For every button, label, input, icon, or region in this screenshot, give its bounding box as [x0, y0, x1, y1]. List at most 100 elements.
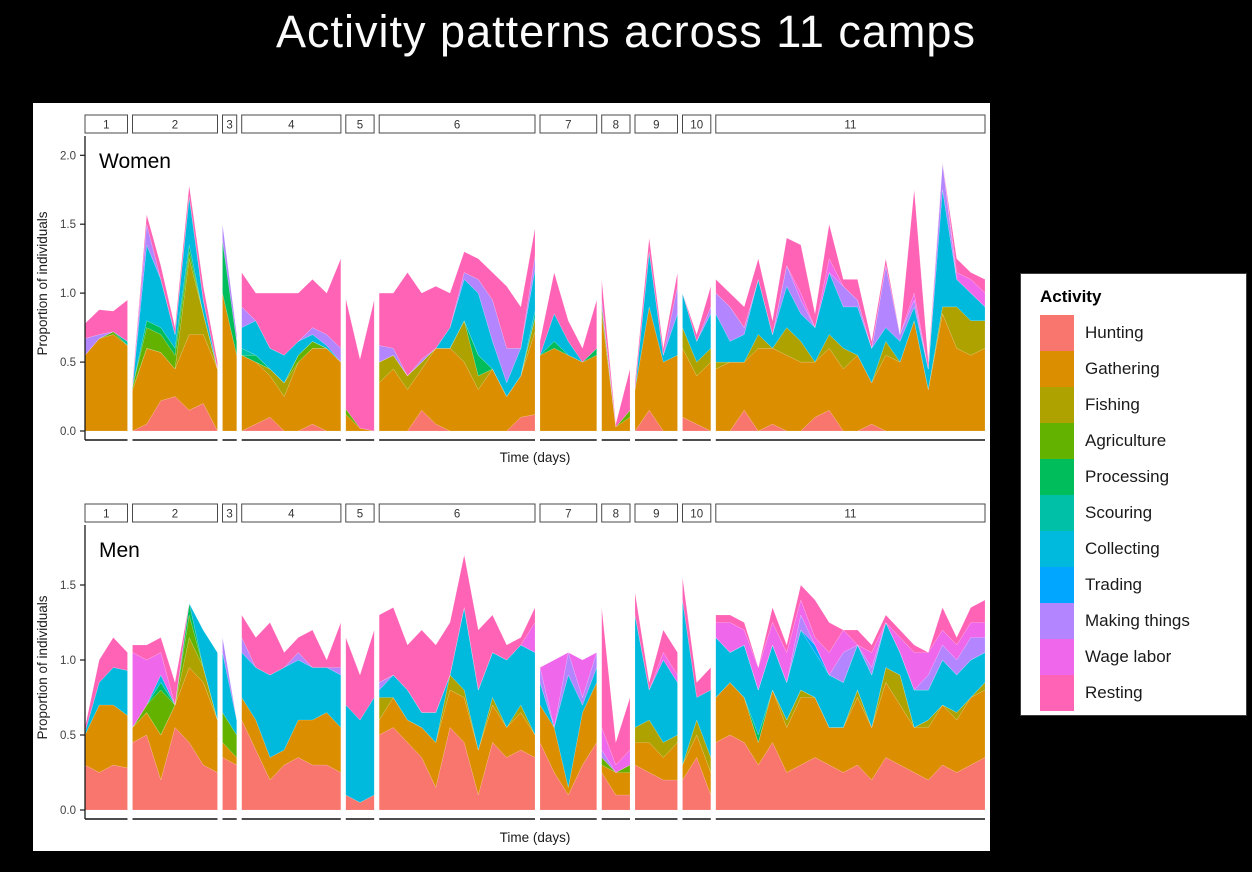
legend-item: Scouring	[1040, 495, 1246, 531]
x-axis-title: Time (days)	[500, 450, 571, 465]
area-layer-resting	[379, 554, 536, 713]
legend-label: Fishing	[1085, 395, 1140, 414]
area-layer-resting	[601, 607, 631, 766]
area-layer-resting	[345, 298, 375, 432]
area-layer-resting	[132, 602, 218, 706]
facet-strip-8	[601, 503, 631, 523]
facet-strip-label: 2	[172, 509, 178, 521]
area-layer-collecting	[379, 269, 536, 397]
facet-strip-5	[345, 503, 375, 523]
y-axis-title: Proportion of individuals	[35, 211, 50, 355]
area-layer-hunting	[539, 741, 597, 811]
area-layer-resting	[715, 584, 986, 669]
facet-strip-1	[84, 114, 128, 134]
women-chart: 1 2 3 4 5 6 7 8 9 10 11 0.0 0.5 1.0 1.5 2.0 Women Time (d…	[35, 114, 986, 465]
facet-strip-9	[634, 114, 678, 134]
legend-swatch-trading	[1040, 567, 1074, 603]
area-layer-resting	[132, 185, 218, 387]
y-tick-label: 2.0	[60, 150, 76, 162]
legend-swatch-hunting	[1040, 315, 1074, 351]
legend-label: Gathering	[1085, 359, 1160, 378]
legend-label: Hunting	[1085, 323, 1144, 342]
legend-item: Hunting	[1040, 315, 1246, 351]
legend-item: Fishing	[1040, 387, 1246, 423]
legend-label: Agriculture	[1085, 431, 1167, 450]
area-layer-gathering	[84, 334, 128, 432]
area-layer-resting	[539, 272, 597, 363]
facet-strip-label: 6	[454, 120, 460, 132]
facet-strip-label: 9	[653, 509, 659, 521]
area-layer-resting	[682, 286, 711, 343]
legend-item: Resting	[1040, 675, 1246, 711]
y-tick-label: 0.5	[60, 730, 76, 742]
facet-strip-label: 2	[172, 120, 178, 132]
chart-figure: 1 2 3 4 5 6 7 8 9 10 11 0.0 0.5 1.0 1.5 2.0 Women Time (d…	[33, 103, 990, 851]
y-tick-label: 0.0	[60, 426, 76, 438]
facet-strip-8	[601, 114, 631, 134]
legend-title: Activity	[1040, 287, 1102, 306]
area-layer-collecting	[84, 667, 128, 736]
facet-strip-label: 4	[288, 509, 295, 521]
legend-label: Trading	[1085, 575, 1143, 594]
facet-strip-label: 11	[844, 120, 856, 132]
facet-strip-label: 6	[454, 509, 460, 521]
area-layer-gathering	[222, 741, 237, 766]
legend-label: Wage labor	[1085, 647, 1172, 666]
facet-strip-3	[222, 503, 238, 523]
area-layer-making-things	[222, 224, 237, 342]
area-layer-gathering	[539, 682, 597, 796]
y-tick-label: 1.5	[60, 580, 76, 592]
facet-strip-label: 10	[690, 120, 703, 132]
y-tick-label: 1.0	[60, 288, 76, 300]
facet-strip-6	[378, 114, 536, 134]
area-layer-processing	[539, 341, 597, 363]
facet-strip-label: 3	[226, 120, 232, 132]
group-label-women: Women	[99, 150, 171, 173]
legend-items: Hunting Gathering Fishing Agriculture Proces…	[1040, 315, 1246, 711]
facet-strip-label: 5	[357, 509, 363, 521]
area-layer-resting	[241, 258, 341, 356]
area-layer-collecting	[634, 614, 678, 743]
facet-strip-6	[378, 503, 536, 523]
facet-strip-11	[715, 503, 986, 523]
area-layer-resting	[241, 614, 341, 676]
legend-item: Collecting	[1040, 531, 1246, 567]
facet-strip-label: 1	[103, 120, 109, 132]
facet-strip-2	[132, 114, 218, 134]
facet-strip-label: 5	[357, 120, 363, 132]
facet-strip-label: 1	[103, 509, 109, 521]
activity-legend: Activity Hunting Gathering Fishing Agricult…	[1020, 273, 1247, 716]
area-layer-gathering	[222, 293, 237, 432]
area-layer-resting	[682, 577, 711, 698]
facet-strip-9	[634, 503, 678, 523]
legend-swatch-making-things	[1040, 603, 1074, 639]
area-layer-resting	[601, 279, 631, 428]
group-label-men: Men	[99, 539, 140, 562]
legend-swatch-resting	[1040, 675, 1074, 711]
facet-strip-10	[682, 503, 712, 523]
area-layer-gathering	[539, 348, 597, 432]
facet-strip-label: 9	[653, 120, 659, 132]
area-layer-resting	[345, 629, 375, 721]
legend-label: Resting	[1085, 683, 1143, 702]
facet-strip-7	[539, 503, 598, 523]
area-layer-resting	[634, 237, 678, 390]
facet-strip-5	[345, 114, 375, 134]
area-layer-making-things	[634, 251, 678, 390]
area-layer-hunting	[132, 727, 218, 811]
y-tick-label: 0.0	[60, 805, 76, 817]
area-layer-making-things	[84, 331, 128, 356]
area-layer-hunting	[682, 416, 711, 432]
area-layer-resting	[634, 592, 678, 691]
area-layer-gathering	[241, 348, 341, 432]
page-title: Activity patterns across 11 camps	[276, 6, 976, 57]
legend-swatch-wage-labor	[1040, 639, 1074, 675]
area-layer-collecting	[222, 652, 237, 736]
legend-item: Making things	[1040, 603, 1246, 639]
facet-strip-label: 8	[613, 120, 619, 132]
area-layer-resting	[379, 228, 536, 377]
legend-label: Scouring	[1085, 503, 1153, 522]
y-tick-label: 0.5	[60, 357, 76, 369]
legend-item: Gathering	[1040, 351, 1246, 387]
